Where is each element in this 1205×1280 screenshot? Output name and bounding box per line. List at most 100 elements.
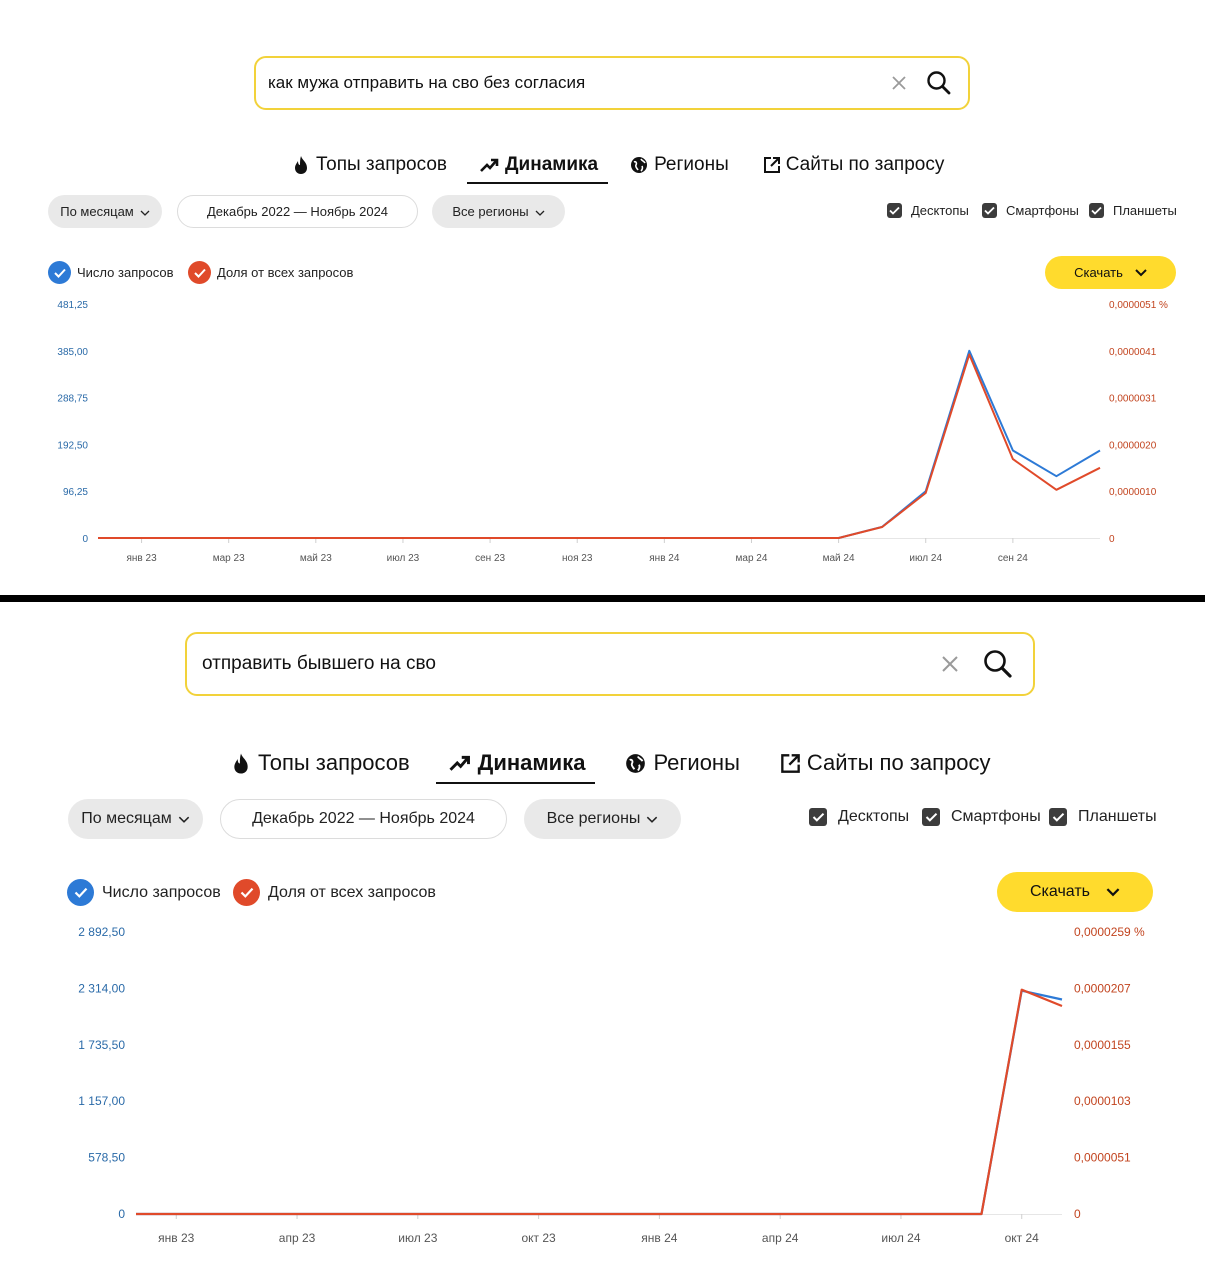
download-button[interactable]: Скачать — [997, 872, 1153, 912]
search-box[interactable]: как мужа отправить на сво без согласия — [254, 56, 970, 110]
device-desktop-checkbox[interactable]: Десктопы — [809, 808, 909, 826]
right-axis-tick-label: 0 — [1109, 534, 1115, 545]
device-label: Смартфоны — [1006, 203, 1079, 218]
tabs: Топы запросов Динамика Регионы Сайты по … — [231, 744, 991, 784]
search-icon[interactable] — [924, 68, 954, 98]
left-axis-tick-label: 578,50 — [88, 1151, 125, 1165]
chevron-down-icon — [646, 810, 658, 828]
x-axis-tick-label: сен 24 — [998, 553, 1028, 564]
checkbox-checked-icon — [809, 808, 827, 826]
globe-icon — [630, 156, 648, 174]
x-axis-tick-label: июл 24 — [881, 1231, 920, 1245]
left-axis-tick-label: 96,25 — [63, 487, 88, 498]
device-smartphone-checkbox[interactable]: Смартфоны — [982, 203, 1079, 218]
legend-label: Доля от всех запросов — [268, 883, 436, 901]
device-tablet-checkbox[interactable]: Планшеты — [1049, 808, 1157, 826]
x-axis-tick-label: янв 23 — [126, 553, 157, 564]
region-select-label: Все регионы — [452, 204, 529, 219]
series-line-queries — [98, 349, 1101, 539]
fire-icon — [292, 155, 310, 175]
device-smartphone-checkbox[interactable]: Смартфоны — [922, 808, 1041, 826]
chevron-down-icon — [140, 204, 150, 219]
left-axis-tick-label: 2 892,50 — [78, 925, 125, 939]
tab-dynamics[interactable]: Динамика — [435, 750, 596, 784]
external-link-icon — [780, 753, 801, 774]
search-box[interactable]: отправить бывшего на сво — [185, 632, 1035, 696]
chevron-down-icon — [1135, 268, 1147, 277]
legend-queries-toggle[interactable]: Число запросов — [67, 879, 221, 906]
tab-top-queries[interactable]: Топы запросов — [292, 154, 447, 176]
series-line-share — [136, 988, 1063, 1216]
search-input[interactable]: как мужа отправить на сво без согласия — [268, 73, 586, 92]
left-axis-tick-label: 481,25 — [57, 300, 88, 311]
close-icon[interactable] — [884, 68, 914, 98]
checkbox-checked-icon — [887, 203, 902, 218]
tab-regions[interactable]: Регионы — [625, 750, 740, 776]
search-icon[interactable] — [981, 647, 1015, 681]
right-axis-tick-label: 0 — [1074, 1207, 1081, 1221]
device-label: Смартфоны — [951, 808, 1041, 825]
tab-dynamics[interactable]: Динамика — [466, 154, 609, 184]
device-label: Десктопы — [911, 203, 969, 218]
fire-icon — [231, 752, 251, 775]
left-axis-tick-label: 2 314,00 — [78, 981, 125, 995]
right-axis-tick-label: 0,0000051 — [1074, 1151, 1131, 1165]
check-circle-icon — [233, 879, 260, 906]
chevron-down-icon — [535, 204, 545, 219]
legend-label: Доля от всех запросов — [217, 265, 354, 280]
x-axis-tick-label: мар 24 — [736, 553, 768, 564]
device-tablet-checkbox[interactable]: Планшеты — [1089, 203, 1177, 218]
tab-label: Регионы — [654, 154, 729, 175]
region-select[interactable]: Все регионы — [524, 799, 681, 839]
tab-label: Динамика — [505, 154, 599, 175]
wordstat-panel-2: отправить бывшего на сво Топы запросов Д… — [0, 602, 1205, 1280]
period-select[interactable]: По месяцам — [48, 195, 162, 228]
close-icon[interactable] — [933, 647, 967, 681]
legend-label: Число запросов — [77, 265, 174, 280]
tab-label: Динамика — [477, 750, 586, 775]
left-axis-tick-label: 192,50 — [57, 440, 88, 451]
tab-top-queries[interactable]: Топы запросов — [231, 750, 410, 776]
checkbox-checked-icon — [982, 203, 997, 218]
left-axis-tick-label: 0 — [118, 1207, 125, 1221]
x-axis-tick-label: янв 24 — [641, 1231, 678, 1245]
date-range-label: Декабрь 2022 — Ноябрь 2024 — [252, 810, 475, 827]
download-button[interactable]: Скачать — [1045, 256, 1176, 289]
right-axis-tick-label: 0,0000155 — [1074, 1038, 1131, 1052]
tab-regions[interactable]: Регионы — [630, 154, 729, 176]
right-axis-tick-label: 0,0000207 — [1074, 981, 1131, 995]
checkbox-checked-icon — [1049, 808, 1067, 826]
line-chart: 481,25 385,00 288,75 192,50 96,25 0 0,0000051 … — [57, 300, 1168, 564]
legend-share-toggle[interactable]: Доля от всех запросов — [233, 879, 436, 906]
left-axis-tick-label: 1 157,00 — [78, 1094, 125, 1108]
date-range-picker[interactable]: Декабрь 2022 — Ноябрь 2024 — [177, 195, 418, 228]
tab-label: Сайты по запросу — [806, 750, 991, 775]
tab-sites[interactable]: Сайты по запросу — [763, 154, 944, 176]
x-axis-tick-label: ноя 23 — [562, 553, 593, 564]
tab-label: Топы запросов — [258, 750, 410, 775]
left-axis-tick-label: 288,75 — [57, 394, 88, 405]
search-input[interactable]: отправить бывшего на сво — [202, 653, 436, 674]
external-link-icon — [763, 156, 781, 174]
period-select-label: По месяцам — [81, 810, 172, 827]
tab-sites[interactable]: Сайты по запросу — [780, 750, 991, 776]
right-axis-tick-label: 0,0000041 — [1109, 347, 1157, 358]
right-axis-tick-label: 0,0000020 — [1109, 440, 1157, 451]
download-label: Скачать — [1030, 883, 1090, 900]
x-axis-tick-label: сен 23 — [475, 553, 505, 564]
chevron-down-icon — [178, 810, 190, 828]
chevron-down-icon — [1106, 887, 1120, 897]
globe-icon — [625, 753, 646, 774]
period-select-label: По месяцам — [60, 204, 134, 219]
legend-label: Число запросов — [102, 883, 221, 901]
x-axis-tick-label: окт 23 — [521, 1231, 556, 1245]
device-desktop-checkbox[interactable]: Десктопы — [887, 203, 969, 218]
region-select[interactable]: Все регионы — [432, 195, 565, 228]
date-range-picker[interactable]: Декабрь 2022 — Ноябрь 2024 — [220, 799, 507, 839]
divider — [0, 595, 1205, 602]
legend-share-toggle[interactable]: Доля от всех запросов — [188, 261, 353, 284]
legend-queries-toggle[interactable]: Число запросов — [48, 261, 173, 284]
left-axis-tick-label: 0 — [82, 534, 88, 545]
tab-label: Топы запросов — [316, 154, 447, 175]
period-select[interactable]: По месяцам — [68, 799, 203, 839]
